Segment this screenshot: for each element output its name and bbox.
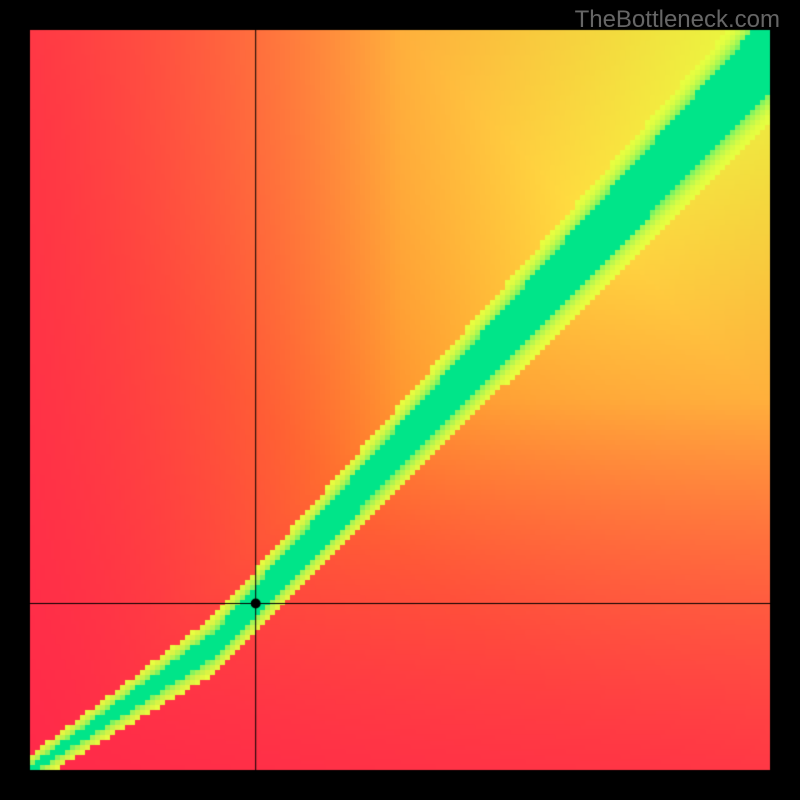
watermark-text: TheBottleneck.com: [575, 6, 780, 34]
chart-container: TheBottleneck.com: [0, 0, 800, 800]
heatmap-canvas: [0, 0, 800, 800]
